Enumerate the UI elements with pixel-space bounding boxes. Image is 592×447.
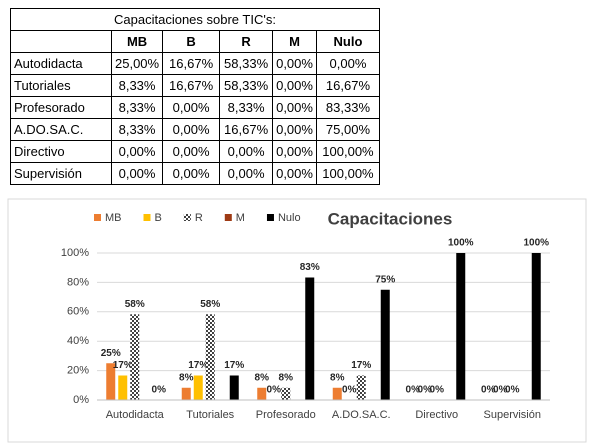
table-cell: 58,33% [219,74,274,97]
data-label: 17% [113,360,133,371]
row-label: Supervisión [10,162,112,185]
table-row: A.DO.SA.C. 8,33% 0,00% 16,67% 0,00% 75,00% [10,118,380,141]
legend-swatch [143,214,151,221]
bar [281,387,291,400]
data-label: 0% [481,385,496,396]
y-tick-label: 80% [67,276,89,288]
bar [356,375,366,400]
table-cell: 0,00% [110,140,164,163]
row-label: Directivo [10,140,112,163]
bar [193,375,203,400]
bar [332,387,342,400]
table-cell: 0,00% [272,52,317,75]
data-label: 0% [152,385,167,396]
legend-label: B [155,212,162,224]
table-cell: 0,00% [272,96,317,119]
data-label: 75% [375,274,395,285]
table-cell: 83,33% [315,96,380,119]
table-cell: 75,00% [315,118,380,141]
legend-label: MB [105,212,122,224]
data-label: 58% [125,299,145,310]
table-cell: 0,00% [272,118,317,141]
data-label: 0% [493,385,508,396]
y-tick-label: 60% [67,306,89,318]
data-label: 0% [505,385,520,396]
table-row: Autodidacta 25,00% 16,67% 58,33% 0,00% 0,00% [10,52,380,75]
row-label: Autodidacta [10,52,112,75]
table-cell: 100,00% [315,162,380,185]
legend-swatch [94,214,101,221]
bar [106,363,116,400]
bar [531,253,541,400]
x-tick-label: Supervisión [484,409,541,421]
legend-label: Nulo [278,212,301,224]
table-cell: 58,33% [219,52,274,75]
data-label: 0% [418,385,433,396]
chart-title: Capacitaciones [328,209,453,228]
bar [456,253,466,400]
bar [205,314,215,400]
data-label: 8% [279,372,294,383]
data-label: 58% [200,299,220,310]
x-tick-label: A.DO.SA.C. [332,409,391,421]
bar [118,375,128,400]
bar [130,314,140,400]
data-label: 0% [406,385,421,396]
data-label: 25% [101,348,121,359]
data-label: 8% [330,372,345,383]
y-tick-label: 0% [73,394,89,406]
table-cell: 0,00% [110,162,164,185]
table-cell: 0,00% [315,52,380,75]
legend-swatch [183,214,191,221]
data-label: 100% [523,238,549,249]
y-tick-label: 20% [67,365,89,377]
chart-frame [7,198,587,443]
table-row: Directivo 0,00% 0,00% 0,00% 0,00% 100,00% [10,140,380,163]
x-tick-label: Directivo [415,409,458,421]
x-tick-label: Profesorado [256,409,316,421]
table-row: Profesorado 8,33% 0,00% 8,33% 0,00% 83,33% [10,96,380,119]
bar [181,387,191,400]
table-cell: 0,00% [219,162,274,185]
table-cell: 0,00% [162,162,221,185]
data-label: 0% [267,385,282,396]
table-cell: 8,33% [110,96,164,119]
bar [257,387,267,400]
x-tick-label: Autodidacta [106,409,165,421]
data-table: Capacitaciones sobre TIC's: MB B R M Nulo Au… [10,8,380,185]
y-tick-label: 100% [61,247,89,259]
bar [305,277,315,400]
data-label: 0% [342,385,357,396]
data-label: 8% [255,372,270,383]
legend-swatch [266,214,274,221]
data-label: 100% [448,238,474,249]
bar [380,289,390,400]
data-label: 17% [188,360,208,371]
row-label: Tutoriales [10,74,112,97]
table-cell: 0,00% [272,162,317,185]
data-label: 17% [351,360,371,371]
legend-label: R [195,212,203,224]
table-cell: 0,00% [162,140,221,163]
table-cell: 16,67% [162,52,221,75]
data-label: 17% [224,360,244,371]
data-label: 8% [179,372,194,383]
y-tick-label: 40% [67,335,89,347]
data-label: 0% [430,385,445,396]
table-cell: 0,00% [162,96,221,119]
legend-swatch [224,214,232,221]
data-label: 83% [300,262,320,273]
legend-label: M [236,212,245,224]
x-tick-label: Tutoriales [186,409,234,421]
bar [229,375,239,400]
table-row: Supervisión 0,00% 0,00% 0,00% 0,00% 100,00% [10,162,380,185]
table-cell: 8,33% [110,118,164,141]
